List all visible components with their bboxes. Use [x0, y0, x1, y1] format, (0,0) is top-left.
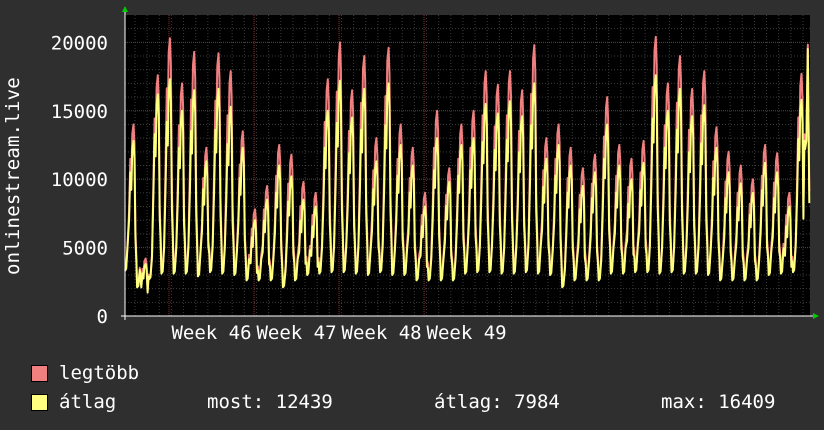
legend-label-avg: átlag: [59, 391, 117, 413]
legend-label-max: legtöbb: [59, 362, 140, 384]
x-tick-label: Week 49: [427, 322, 507, 340]
y-axis-arrow-icon: [122, 6, 128, 12]
y-axis-label-text: onlinestream.live: [2, 77, 24, 275]
stat-most: most: 12439: [207, 391, 333, 413]
legend-row-avg: átlag most: 12439 átlag: 7984 max: 16409: [0, 391, 824, 415]
series-group: [124, 35, 811, 294]
x-axis-ticks: Week 46 Week 47 Week 48 Week 49: [171, 322, 506, 340]
legend-swatch-avg: [31, 394, 48, 411]
legend-row-max: legtöbb: [0, 362, 824, 386]
x-axis-arrow-icon: [813, 313, 819, 319]
x-tick-label: Week 46: [171, 322, 251, 340]
series-line-avg: [124, 47, 811, 294]
y-tick-label: 0: [97, 306, 108, 328]
y-tick-label: 10000: [51, 169, 108, 191]
axes: [121, 6, 819, 320]
stat-atlag: átlag: 7984: [434, 391, 560, 413]
x-tick-label: Week 47: [256, 322, 336, 340]
y-tick-label: 15000: [51, 101, 108, 123]
legend-swatch-max: [31, 365, 48, 382]
y-tick-label: 5000: [62, 238, 108, 260]
y-tick-label: 20000: [51, 32, 108, 54]
stat-max: max: 16409: [661, 391, 776, 413]
x-tick-label: Week 48: [342, 322, 422, 340]
y-axis-ticks: 0 5000 10000 15000 20000: [51, 32, 108, 328]
